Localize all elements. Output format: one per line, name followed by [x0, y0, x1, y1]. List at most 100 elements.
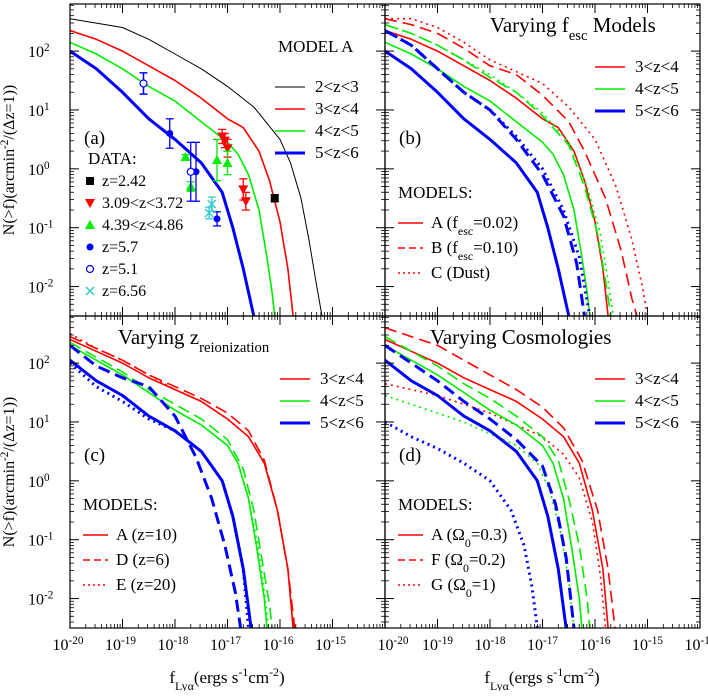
panel-label: (a) [84, 128, 105, 149]
data-point-z=6.56 [207, 199, 217, 209]
legend-label: 3<z<4 [320, 369, 364, 388]
models-legend-label: A (Ω0=0.3) [431, 525, 507, 550]
x-tick-label: 10-17 [210, 635, 241, 654]
curve-5-z-6-model-A [385, 359, 568, 628]
legend-label: 3<z<4 [635, 57, 679, 76]
x-axis-title-left: fLyα(ergs s-1cm-2) [169, 665, 284, 691]
data-point-z=5.1 [139, 79, 148, 88]
curve-5-z-6-model-F [385, 344, 576, 628]
y-tick-label: 100 [28, 160, 50, 179]
x-tick-label: 10-19 [105, 635, 136, 654]
curve-3-z-4 [70, 29, 294, 316]
curve-4-z-5-model-A [385, 344, 583, 628]
models-legend-label: D (z=6) [116, 550, 169, 569]
models-legend-label: C (Dust) [431, 263, 490, 282]
curve-4-z-5-model-C [385, 23, 615, 316]
models-legend-title: MODELS: [398, 495, 473, 514]
legend-label: 4<z<5 [635, 79, 679, 98]
y-axis-title-bottom: N(>f)(arcmin-2/(Δz=1)) [0, 397, 18, 547]
legend-label: 3<z<4 [315, 99, 359, 118]
legend-label: 5<z<6 [320, 413, 364, 432]
x-tick-label: 10-15 [632, 635, 663, 654]
data-legend-marker [86, 243, 94, 251]
x-tick-label: 10-19 [422, 635, 453, 654]
panel-title: Varying zreionization [118, 325, 270, 356]
panel-plot-area-1 [385, 17, 649, 316]
x-tick-label: 10-16 [580, 635, 611, 654]
data-legend-marker [85, 199, 95, 208]
curve-3-z-4-model-F [385, 327, 616, 628]
y-tick-label: 10-1 [28, 531, 53, 550]
data-point-z=2.42 [270, 194, 279, 203]
models-legend-title: MODELS: [398, 183, 473, 202]
legend-label: 5<z<6 [635, 413, 679, 432]
data-legend-label: z=6.56 [102, 283, 146, 300]
x-tick-label: 10-17 [527, 635, 558, 654]
models-legend-label: G (Ω0=1) [431, 575, 496, 600]
y-axis-title-top: N(>f)(arcmin-2/(Δz=1)) [0, 85, 18, 235]
curve-3-z-4-model-A [385, 29, 609, 316]
data-point-4.39<z<4.86 [222, 157, 233, 167]
data-point-z=5.1 [186, 167, 195, 176]
y-tick-label: 102 [28, 354, 50, 373]
curve-3-z-4-model-B [385, 17, 638, 316]
curve-4-z-5-model-G [385, 394, 575, 628]
data-legend-label: z=2.42 [102, 173, 146, 190]
curve-5-z-6-model-E [70, 361, 250, 628]
data-legend-marker [86, 177, 94, 185]
data-point-3.09<z<3.72 [222, 144, 233, 154]
data-point-4.39<z<4.86 [212, 155, 222, 164]
x-tick-label: 10-18 [158, 635, 189, 654]
data-point-z=5.7 [213, 215, 221, 223]
curve-2-z-3 [70, 18, 323, 316]
data-point-3.09<z<3.72 [240, 197, 251, 207]
data-legend-label: z=5.7 [102, 239, 138, 256]
data-legend-label: 4.39<z<4.86 [102, 217, 183, 234]
data-legend-marker [85, 220, 95, 229]
panel-label: (c) [84, 445, 105, 466]
data-legend-label: z=5.1 [102, 261, 138, 278]
x-tick-label: 10-15 [315, 635, 346, 654]
x-tick-label: 10-20 [53, 635, 84, 654]
panel-title: MODEL A [278, 37, 354, 56]
curve-3-z-4-model-E [70, 333, 294, 628]
models-legend-title: MODELS: [83, 495, 158, 514]
y-tick-label: 102 [28, 42, 50, 61]
y-tick-label: 101 [28, 413, 50, 432]
panel-title: Varying fesc Models [490, 13, 656, 44]
y-tick-label: 10-2 [28, 590, 53, 609]
panel-title: Varying Cosmologies [430, 325, 611, 349]
data-point-3.09<z<3.72 [238, 185, 249, 195]
x-axis-title-right: fLyα(ergs s-1cm-2) [484, 665, 599, 691]
x-tick-label: 10-16 [263, 635, 294, 654]
legend-label: 2<z<3 [315, 77, 359, 96]
panel-label: (b) [399, 128, 421, 149]
data-legend-marker [85, 286, 95, 296]
y-tick-label: 100 [28, 472, 50, 491]
curve-5-z-6 [70, 49, 256, 316]
panel-plot-area-2 [70, 333, 296, 628]
data-legend-title: DATA: [88, 149, 137, 168]
legend-label: 3<z<4 [635, 369, 679, 388]
curve-5-z-6-model-C [385, 29, 592, 316]
legend-label: 4<z<5 [635, 391, 679, 410]
panel-label: (d) [399, 445, 421, 466]
data-point-z=5.7 [166, 130, 174, 138]
models-legend-label: B (fesc=0.10) [431, 238, 518, 263]
models-legend-label: F (Ω0=0.2) [431, 550, 505, 575]
y-tick-label: 10-2 [28, 278, 53, 297]
y-tick-label: 101 [28, 101, 50, 120]
curve-5-z-6-model-G [385, 420, 539, 628]
curve-4-z-5-model-E [70, 344, 270, 628]
legend-label: 5<z<6 [315, 143, 359, 162]
panel-plot-area-3 [385, 327, 616, 628]
x-tick-label: 10-20 [378, 635, 409, 654]
data-point-4.39<z<4.86 [180, 152, 191, 162]
curve-3-z-4-model-C [385, 17, 649, 316]
curve-3-z-4-model-D [70, 335, 296, 628]
curve-4-z-5-model-B [385, 23, 612, 316]
legend-label: 5<z<6 [635, 101, 679, 120]
models-legend-label: A (fesc=0.02) [431, 213, 518, 238]
legend-label: 4<z<5 [315, 121, 359, 140]
